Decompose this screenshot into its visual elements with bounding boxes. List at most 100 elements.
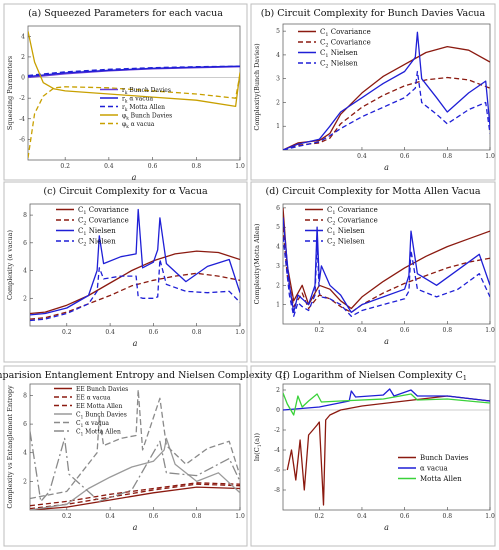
label-subscript: k	[125, 90, 128, 95]
y-axis-label: Complexity(Motta Allen)	[253, 223, 261, 304]
label-part: r	[122, 87, 125, 94]
label-part: C	[327, 206, 332, 214]
x-tick-label: 0.4	[105, 329, 115, 336]
x-tick-label: 0.2	[62, 513, 72, 520]
legend-label: α vacua	[420, 465, 448, 473]
label-part: Nielsen	[335, 227, 365, 235]
legend-label: C1 Covariance	[320, 28, 371, 38]
series-line	[30, 389, 240, 500]
x-tick-label: 0.4	[105, 513, 115, 520]
label-subscript: 2	[325, 43, 328, 49]
panel-frame	[3, 181, 248, 363]
series-line	[283, 45, 490, 150]
x-tick-label: 1.0	[485, 153, 495, 160]
x-tick-label: 0.2	[62, 329, 72, 336]
label-part: C	[320, 39, 325, 47]
panel-frame	[3, 365, 248, 547]
y-axis-label: ln(C1(a))	[253, 432, 263, 461]
y-tick-label: 2	[276, 282, 280, 289]
label-subscript: 1	[81, 432, 84, 437]
y-tick-label: -6	[274, 467, 280, 474]
panel-frame	[250, 365, 496, 547]
panel-d: (d) Circuit Complexity for Motta Allen V…	[250, 181, 496, 363]
y-tick-label: -6	[19, 136, 25, 143]
y-tick-label: 2	[276, 99, 280, 106]
series-line	[30, 250, 240, 315]
series-line	[30, 437, 240, 510]
label-part: Covariance	[328, 39, 370, 47]
legend-label: C2 Nielsen	[78, 238, 116, 248]
series-line	[283, 70, 490, 150]
series-line	[28, 65, 240, 77]
legend-label: φk α vacua	[122, 121, 155, 129]
x-axis-label: a	[384, 337, 389, 346]
y-tick-label: -2	[19, 95, 25, 102]
y-axis-label: Squeezing Parameters	[6, 56, 14, 130]
series-line	[283, 217, 490, 314]
plot-area	[282, 23, 491, 151]
series-line	[283, 392, 490, 416]
plot-area	[27, 25, 241, 161]
label-part: C	[320, 60, 325, 68]
label-subscript: 2	[332, 221, 335, 227]
legend-label: Motta Allen	[420, 475, 462, 483]
label-part: C	[78, 238, 83, 246]
x-tick-label: 0.4	[357, 513, 367, 520]
label-part: (a))	[253, 432, 261, 444]
y-tick-label: 6	[23, 240, 27, 247]
label-part: C	[76, 429, 81, 436]
series-line	[283, 31, 490, 150]
y-tick-label: 4	[21, 33, 25, 40]
legend-label: C1 Motta Allen	[76, 429, 121, 437]
panel-e: (e) Comparision Entanglement Entropy and…	[0, 365, 287, 547]
legend-label: φk Bunch Davies	[122, 113, 172, 121]
label-part: C	[78, 206, 83, 214]
label-part: Covariance	[328, 28, 370, 36]
x-tick-label: 0.8	[192, 329, 202, 336]
legend-label: rk Motta Allen	[122, 104, 165, 112]
y-tick-label: 5	[276, 28, 280, 35]
label-subscript: 1	[325, 32, 328, 38]
plot-area	[29, 383, 241, 511]
label-subscript: 1	[81, 415, 84, 420]
label-part: C	[76, 420, 81, 427]
label-part: Covariance	[86, 206, 128, 214]
legend-label: C2 Covariance	[320, 39, 371, 49]
y-tick-label: -4	[274, 447, 280, 454]
label-subscript: 1	[463, 374, 467, 382]
chart-title: (c) Circuit Complexity for α Vacua	[43, 186, 208, 197]
y-tick-label: -8	[274, 487, 280, 494]
y-tick-label: 6	[276, 205, 280, 212]
legend-label: C1 Covariance	[78, 206, 129, 216]
x-tick-label: 0.4	[357, 153, 367, 160]
label-part: C	[327, 238, 332, 246]
panel-frame	[3, 3, 248, 181]
series-line	[30, 486, 240, 510]
chart-title: (f) Logarithm of Nielsen Complexity C1	[279, 370, 467, 382]
label-subscript: k	[125, 107, 128, 112]
x-axis-label: a	[133, 339, 138, 348]
chart-title: (e) Comparision Entanglement Entropy and…	[0, 370, 287, 382]
label-part: C	[76, 412, 81, 419]
legend-label: rk α vacua	[122, 96, 153, 104]
label-part: Covariance	[335, 206, 377, 214]
x-tick-label: 0.6	[400, 513, 410, 520]
label-part: Nielsen	[86, 227, 116, 235]
y-axis-label: Complexity(Bunch Davies)	[253, 43, 261, 131]
label-part: Covariance	[86, 217, 128, 225]
x-tick-label: 1.0	[485, 327, 495, 334]
series-line	[30, 482, 240, 507]
label-part: C	[320, 49, 325, 57]
panel-c: (c) Circuit Complexity for α Vacua 0.2 0.4…	[3, 181, 248, 363]
legend: Bunch Davies α vacua Motta Allen	[398, 454, 469, 483]
label-subscript: 1	[83, 231, 86, 237]
legend-label: EE Motta Allen	[76, 403, 122, 410]
plot-area	[282, 383, 491, 511]
label-part: Nielsen	[328, 60, 358, 68]
legend-label: C1 α vacua	[76, 420, 109, 428]
panel-f: (f) Logarithm of Nielsen Complexity C1 0.…	[250, 365, 496, 547]
plot-area	[29, 203, 241, 327]
x-tick-label: 0.6	[400, 153, 410, 160]
